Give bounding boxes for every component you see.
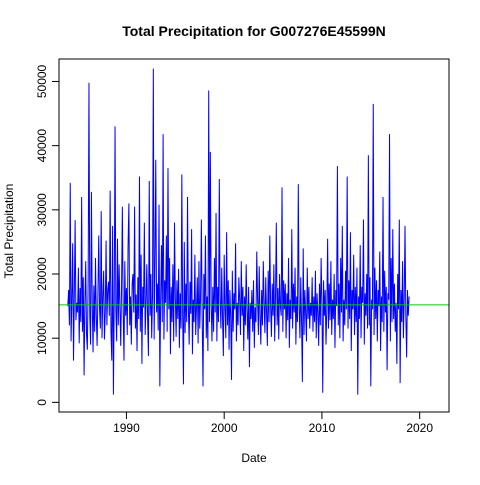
y-axis-label: Total Precipitation — [2, 184, 16, 279]
series-line-0 — [67, 68, 410, 395]
y-tick-label-20000: 20000 — [35, 257, 49, 291]
chart-title: Total Precipitation for G007276E45599N — [122, 23, 386, 39]
x-tick-label-2020: 2020 — [406, 421, 433, 435]
y-tick-label-50000: 50000 — [35, 64, 49, 98]
x-axis-label: Date — [241, 451, 267, 465]
y-tick-label-40000: 40000 — [35, 129, 49, 163]
y-tick-label-30000: 30000 — [35, 193, 49, 227]
y-tick-label-0: 0 — [35, 399, 49, 406]
y-tick-label-10000: 10000 — [35, 321, 49, 355]
x-tick-label-2000: 2000 — [211, 421, 238, 435]
plot-area — [59, 68, 449, 395]
x-tick-label-1990: 1990 — [113, 421, 140, 435]
x-tick-label-2010: 2010 — [309, 421, 336, 435]
